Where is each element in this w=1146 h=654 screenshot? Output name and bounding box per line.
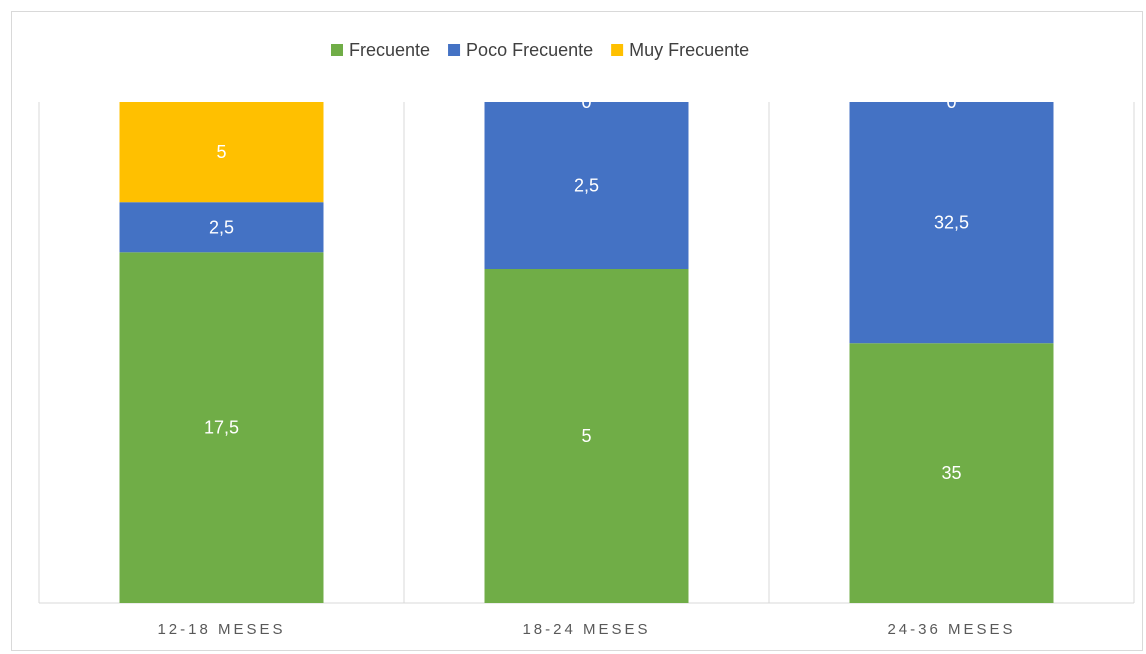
x-tick-label: 12-18 MESES	[157, 621, 285, 638]
x-tick-label: 24-36 MESES	[887, 621, 1015, 638]
bar-muy-frecuente-12-18-meses	[119, 102, 324, 203]
bar-frecuente-18-24-meses	[484, 269, 689, 603]
data-label-muy-frecuente-12-18-meses: 5	[216, 142, 226, 162]
legend-label-frecuente: Frecuente	[349, 40, 430, 60]
x-axis: 12-18 MESES 18-24 MESES 24-36 MESES	[157, 621, 1015, 638]
legend-label-poco-frecuente: Poco Frecuente	[466, 40, 593, 60]
bar-poco-frecuente-18-24-meses	[484, 102, 689, 269]
data-labels: 17,5 2,5 5 5 2,5 0 35 32,5 0	[204, 92, 969, 483]
legend-swatch-muy-frecuente	[611, 44, 624, 56]
bar-frecuente-12-18-meses	[119, 252, 324, 604]
data-label-frecuente-12-18-meses: 17,5	[204, 418, 239, 438]
data-label-poco-frecuente-18-24-meses: 2,5	[574, 176, 599, 196]
data-label-frecuente-18-24-meses: 5	[581, 426, 591, 446]
legend: Frecuente Poco Frecuente Muy Frecuente	[331, 40, 749, 60]
data-label-poco-frecuente-24-36-meses: 32,5	[934, 213, 969, 233]
x-tick-label: 18-24 MESES	[522, 621, 650, 638]
bar-poco-frecuente-12-18-meses	[119, 202, 324, 253]
bars	[119, 102, 1054, 604]
legend-swatch-poco-frecuente	[448, 44, 461, 56]
data-label-poco-frecuente-12-18-meses: 2,5	[209, 217, 234, 237]
data-label-muy-frecuente-18-24-meses: 0	[581, 92, 591, 112]
bar-frecuente-24-36-meses	[849, 343, 1054, 603]
legend-label-muy-frecuente: Muy Frecuente	[629, 40, 749, 60]
legend-swatch-frecuente	[331, 44, 343, 56]
data-label-muy-frecuente-24-36-meses: 0	[946, 92, 956, 112]
bar-poco-frecuente-24-36-meses	[849, 102, 1054, 344]
data-label-frecuente-24-36-meses: 35	[941, 463, 961, 483]
